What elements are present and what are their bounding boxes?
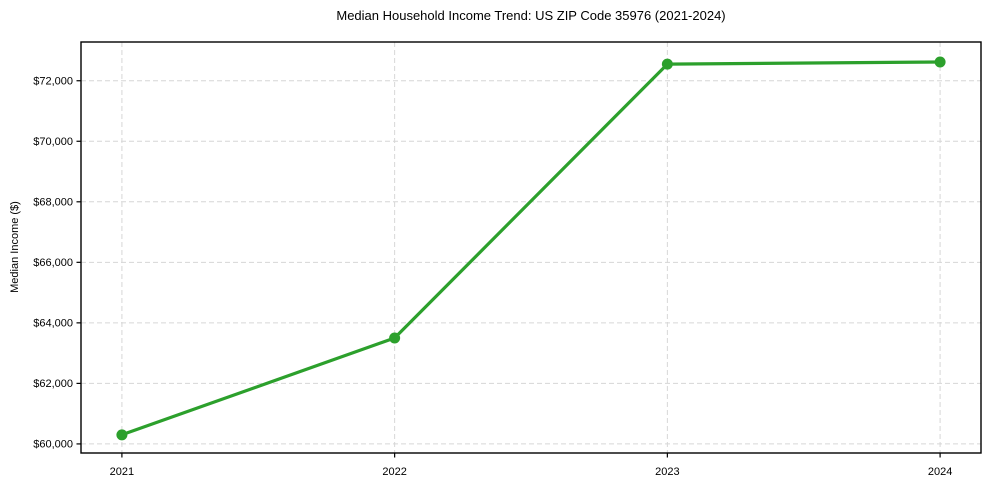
plot-border: [80, 41, 982, 454]
chart-title: Median Household Income Trend: US ZIP Co…: [336, 8, 726, 23]
trend-line: [120, 60, 942, 437]
x-tick-label-2022: 2022: [382, 466, 406, 478]
y-tick-label-64000: $64,000: [33, 318, 73, 330]
x-tick-label-2021: 2021: [110, 466, 134, 478]
data-point-2022: [389, 332, 401, 344]
y-tick-label-68000: $68,000: [33, 197, 73, 209]
x-tick-label-2024: 2024: [928, 466, 952, 478]
y-tick-label-70000: $70,000: [33, 136, 73, 148]
data-point-2024: [934, 56, 946, 68]
y-tick-label-66000: $66,000: [33, 257, 73, 269]
data-point-2023: [661, 58, 673, 70]
y-tick-label-72000: $72,000: [33, 76, 73, 88]
y-tick-label-60000: $60,000: [33, 439, 73, 451]
data-point-2021: [116, 429, 128, 441]
y-tick-label-62000: $62,000: [33, 378, 73, 390]
x-tick-label-2023: 2023: [655, 466, 679, 478]
